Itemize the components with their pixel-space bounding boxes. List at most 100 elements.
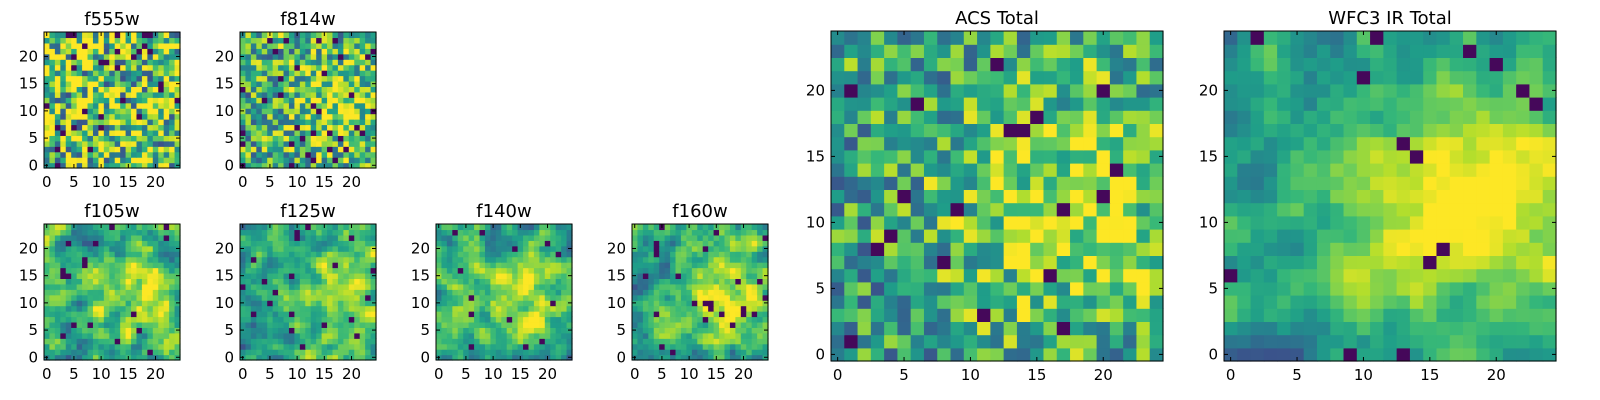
heatmap-cell — [897, 83, 912, 98]
heatmap-cell — [114, 229, 121, 236]
heatmap-cell — [923, 202, 938, 217]
heatmap-cell — [305, 234, 312, 241]
heatmap-cell — [174, 289, 181, 296]
heatmap-cell — [240, 97, 247, 104]
heatmap-cell — [103, 37, 110, 44]
heatmap-cell — [240, 294, 247, 301]
heatmap-cell — [757, 311, 764, 318]
heatmap-cell — [310, 80, 317, 87]
heatmap-cell — [294, 48, 301, 55]
heatmap-cell — [332, 316, 339, 323]
heatmap-cell — [436, 278, 443, 285]
heatmap-cell — [131, 316, 138, 323]
x-tick-label: 0 — [238, 365, 248, 383]
heatmap-cell — [261, 80, 268, 87]
heatmap-cell — [708, 256, 715, 263]
heatmap-cell — [109, 157, 116, 164]
heatmap-cell — [495, 321, 502, 328]
heatmap-cell — [131, 140, 138, 147]
heatmap-cell — [337, 305, 344, 312]
heatmap-cell — [54, 91, 61, 98]
heatmap-cell — [359, 48, 366, 55]
heatmap-cell — [131, 300, 138, 307]
heatmap-cell — [370, 37, 377, 44]
heatmap-cell — [299, 272, 306, 279]
heatmap-cell — [670, 289, 677, 296]
heatmap-cell — [463, 289, 470, 296]
heatmap-cell — [71, 108, 78, 115]
heatmap-cell — [751, 305, 758, 312]
heatmap-cell — [82, 140, 89, 147]
heatmap-cell — [147, 157, 154, 164]
heatmap-cell — [713, 316, 720, 323]
heatmap-cell — [474, 256, 481, 263]
heatmap-cell — [370, 283, 377, 290]
heatmap-cell — [109, 75, 116, 82]
heatmap-cell — [114, 283, 121, 290]
heatmap-cell — [76, 124, 83, 131]
heatmap-cell — [561, 224, 568, 231]
heatmap-cell — [348, 272, 355, 279]
heatmap-cell — [1356, 242, 1371, 256]
heatmap-cell — [250, 135, 257, 142]
y-tick-label: 15 — [19, 267, 38, 285]
heatmap-cell — [436, 316, 443, 323]
heatmap-cell — [691, 316, 698, 323]
heatmap-cell — [963, 308, 978, 322]
heatmap-cell — [359, 245, 366, 252]
heatmap-cell — [653, 316, 660, 323]
heatmap-cell — [120, 224, 127, 231]
heatmap-cell — [288, 229, 295, 236]
heatmap-cell — [120, 305, 127, 312]
heatmap-cell — [1463, 215, 1477, 230]
heatmap-cell — [60, 283, 67, 290]
heatmap-cell — [294, 124, 301, 131]
heatmap-cell — [310, 354, 317, 361]
heatmap-cell — [71, 146, 78, 153]
heatmap-cell — [468, 272, 475, 279]
heatmap-cell — [174, 70, 181, 77]
heatmap-cell — [632, 251, 639, 258]
heatmap-cell — [92, 300, 99, 307]
heatmap-cell — [370, 289, 377, 296]
y-tick-label: 0 — [224, 348, 234, 366]
heatmap-cell — [740, 240, 747, 247]
axes-frame — [43, 223, 181, 361]
heatmap-cell — [365, 48, 372, 55]
heatmap-cell — [1096, 202, 1111, 217]
heatmap-cell — [65, 300, 72, 307]
y-tick-label: 15 — [215, 267, 234, 285]
heatmap-cell — [120, 256, 127, 263]
heatmap-cell — [495, 278, 502, 285]
y-tick-label: 20 — [607, 239, 626, 257]
heatmap-cell — [158, 97, 165, 104]
heatmap-cell — [1136, 202, 1151, 217]
heatmap-cell — [87, 338, 94, 345]
heatmap-cell — [1136, 281, 1151, 296]
heatmap-cell — [354, 354, 361, 361]
heatmap-cell — [114, 135, 121, 142]
heatmap-cell — [1263, 308, 1278, 322]
heatmap-cell — [332, 289, 339, 296]
heatmap-cell — [740, 267, 747, 274]
heatmap-cell — [76, 75, 83, 82]
heatmap-cell — [729, 251, 736, 258]
heatmap-cell — [283, 146, 290, 153]
heatmap-cell — [147, 80, 154, 87]
heatmap-cell — [158, 108, 165, 115]
heatmap-cell — [316, 338, 323, 345]
heatmap-cell — [250, 140, 257, 147]
heatmap-cell — [158, 113, 165, 120]
heatmap-cell — [305, 251, 312, 258]
heatmap-cell — [278, 278, 285, 285]
heatmap-cell — [240, 124, 247, 131]
heatmap-cell — [1330, 308, 1345, 322]
heatmap-cell — [501, 332, 508, 339]
heatmap-cell — [642, 300, 649, 307]
heatmap-cell — [163, 294, 170, 301]
heatmap-cell — [294, 53, 301, 60]
heatmap-cell — [670, 343, 677, 350]
heatmap-cell — [1250, 149, 1265, 164]
heatmap-cell — [963, 123, 978, 138]
heatmap-cell — [463, 294, 470, 301]
